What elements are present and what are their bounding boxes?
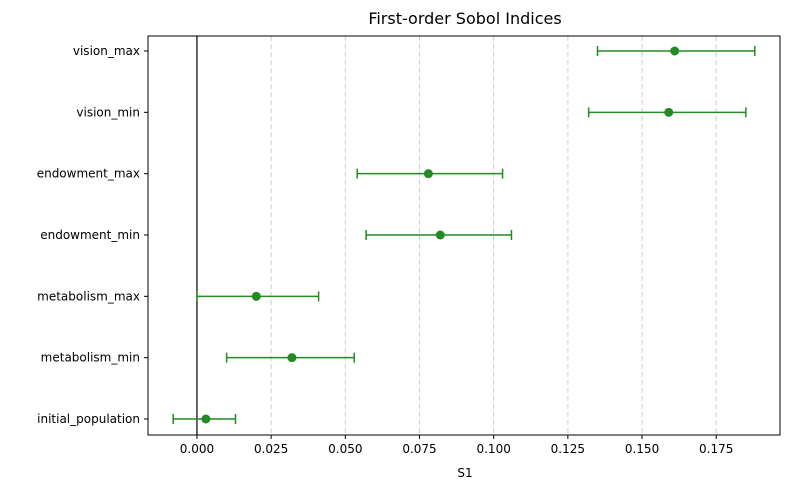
y-tick-label: endowment_max — [37, 167, 140, 181]
x-grid — [196, 36, 717, 435]
x-axis-label: S1 — [457, 466, 472, 480]
x-tick-label: 0.000 — [180, 442, 214, 456]
y-tick-label: metabolism_min — [41, 351, 140, 365]
data-point — [664, 107, 674, 117]
data-point — [435, 230, 445, 240]
y-tick-label: endowment_min — [40, 228, 140, 242]
data-point — [287, 353, 297, 363]
x-tick-label: 0.075 — [402, 442, 436, 456]
x-axis: 0.000 0.025 0.050 0.075 0.100 0.125 0.150 0.175 — [180, 435, 733, 456]
x-tick-label: 0.025 — [254, 442, 288, 456]
data-point — [423, 169, 433, 179]
y-tick-label: vision_min — [76, 105, 140, 119]
data-marks — [172, 46, 756, 424]
data-point — [201, 414, 211, 424]
chart-title: First-order Sobol Indices — [368, 9, 561, 28]
y-tick-label: initial_population — [37, 412, 140, 426]
y-axis: vision_max vision_min endowment_maxendowme… — [37, 44, 148, 426]
data-point — [670, 46, 680, 56]
data-point — [251, 291, 261, 301]
x-tick-label: 0.150 — [625, 442, 659, 456]
x-tick-label: 0.100 — [476, 442, 510, 456]
y-tick-label: vision_max — [73, 44, 140, 58]
x-tick-label: 0.050 — [328, 442, 362, 456]
y-tick-label: metabolism_max — [37, 289, 140, 303]
x-tick-label: 0.125 — [551, 442, 585, 456]
x-tick-label: 0.175 — [699, 442, 733, 456]
